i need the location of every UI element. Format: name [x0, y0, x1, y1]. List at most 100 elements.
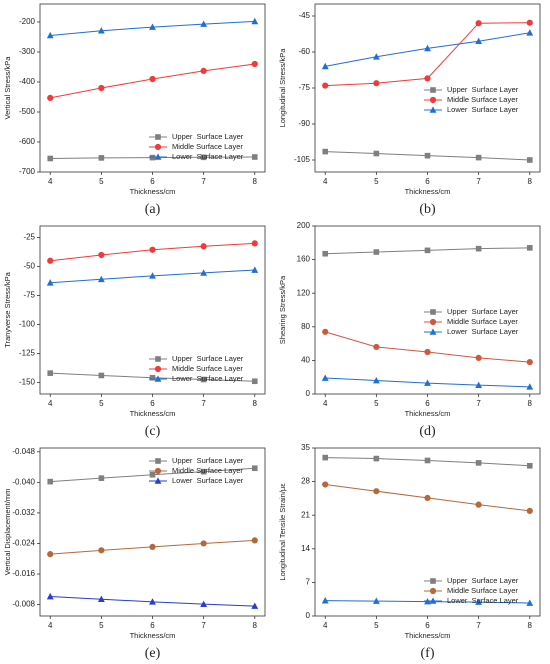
- legend-marker: [430, 578, 436, 584]
- marker: [526, 383, 534, 390]
- marker: [149, 598, 156, 605]
- x-tick-label: 5: [374, 621, 379, 630]
- marker: [322, 82, 329, 89]
- marker: [424, 348, 431, 356]
- marker: [424, 75, 431, 82]
- x-tick-label: 7: [201, 621, 206, 630]
- legend-marker: [430, 309, 436, 315]
- legend-label: Upper Surface Layer: [447, 307, 519, 316]
- x-tick-label: 5: [374, 177, 379, 186]
- x-tick-label: 5: [99, 621, 104, 630]
- marker: [251, 537, 258, 544]
- caption: (e): [145, 646, 161, 661]
- legend-marker: [429, 106, 437, 113]
- marker: [200, 20, 208, 27]
- x-tick-label: 8: [253, 177, 258, 186]
- marker: [373, 488, 380, 495]
- legend-label: Upper Surface Layer: [447, 576, 519, 585]
- marker: [322, 454, 329, 461]
- legend-label: Lower Surface Layer: [172, 152, 244, 161]
- x-tick-label: 8: [253, 621, 258, 630]
- marker: [149, 246, 156, 253]
- y-tick-label: -50: [23, 262, 35, 271]
- y-axis-label: Longitudinal Stress/kPa: [278, 48, 287, 128]
- x-tick-label: 7: [201, 177, 206, 186]
- marker: [372, 376, 380, 384]
- marker: [526, 599, 534, 606]
- marker: [97, 275, 105, 283]
- marker: [47, 478, 54, 485]
- y-tick-label: -600: [19, 137, 36, 146]
- marker: [200, 269, 208, 276]
- marker: [322, 328, 329, 335]
- marker: [251, 266, 259, 273]
- y-tick-label: -25: [23, 233, 35, 242]
- marker: [46, 592, 54, 600]
- y-tick-label: 35: [301, 443, 310, 452]
- marker: [251, 154, 258, 160]
- x-tick-label: 7: [476, 177, 481, 186]
- y-tick-label: -105: [294, 155, 311, 164]
- x-tick-label: 4: [323, 621, 328, 630]
- marker: [424, 247, 431, 254]
- marker: [373, 455, 380, 462]
- marker: [322, 481, 329, 488]
- legend-marker: [155, 134, 161, 140]
- legend-label: Upper Surface Layer: [447, 85, 519, 94]
- x-axis-label: Thickness/cm: [130, 631, 176, 640]
- marker: [322, 148, 329, 155]
- x-axis-label: Thickness/cm: [405, 409, 451, 418]
- legend-label: Lower Surface Layer: [447, 327, 519, 336]
- marker: [526, 358, 533, 366]
- x-tick-label: 4: [323, 177, 328, 186]
- x-axis-label: Thickness/cm: [405, 187, 451, 196]
- legend-marker: [429, 328, 437, 335]
- marker: [47, 370, 54, 376]
- legend-label: Lower Surface Layer: [447, 105, 519, 114]
- marker: [98, 372, 105, 379]
- y-tick-label: -60: [298, 47, 310, 56]
- marker: [475, 460, 482, 466]
- legend-marker: [430, 87, 436, 93]
- marker: [372, 597, 380, 604]
- marker: [200, 540, 207, 547]
- marker: [526, 462, 533, 469]
- y-tick-label: -400: [19, 77, 36, 86]
- marker: [251, 465, 258, 472]
- y-tick-label: 160: [297, 255, 311, 264]
- marker: [424, 457, 431, 464]
- caption: (f): [421, 646, 435, 661]
- legend-label: Lower Surface Layer: [172, 374, 244, 383]
- marker: [149, 154, 156, 161]
- marker: [149, 374, 156, 381]
- marker: [149, 272, 156, 279]
- x-tick-label: 5: [99, 177, 104, 186]
- x-tick-label: 4: [48, 621, 53, 630]
- x-tick-label: 6: [425, 177, 430, 186]
- marker: [475, 598, 483, 605]
- marker: [321, 374, 329, 381]
- legend-label: Middle Surface Layer: [172, 364, 243, 373]
- legend-label: Upper Surface Layer: [172, 354, 244, 363]
- marker: [251, 17, 259, 25]
- marker: [200, 468, 207, 475]
- y-tick-label: 200: [297, 221, 311, 230]
- x-tick-label: 5: [374, 399, 379, 408]
- marker: [251, 378, 258, 385]
- marker: [200, 600, 208, 607]
- y-tick-label: -100: [19, 320, 36, 329]
- y-axis-label: Shearing Stress/kPa: [278, 275, 287, 344]
- x-tick-label: 6: [150, 177, 155, 186]
- marker: [372, 53, 380, 60]
- legend-marker: [429, 318, 437, 326]
- marker: [322, 250, 329, 257]
- legend-marker: [154, 477, 162, 484]
- marker: [526, 29, 534, 36]
- y-tick-label: -0.040: [12, 477, 35, 486]
- x-tick-label: 6: [425, 399, 430, 408]
- marker: [47, 257, 54, 264]
- y-tick-label: -125: [19, 349, 36, 358]
- y-tick-label: -75: [23, 291, 35, 300]
- legend-marker: [429, 597, 437, 604]
- legend-marker: [429, 96, 437, 104]
